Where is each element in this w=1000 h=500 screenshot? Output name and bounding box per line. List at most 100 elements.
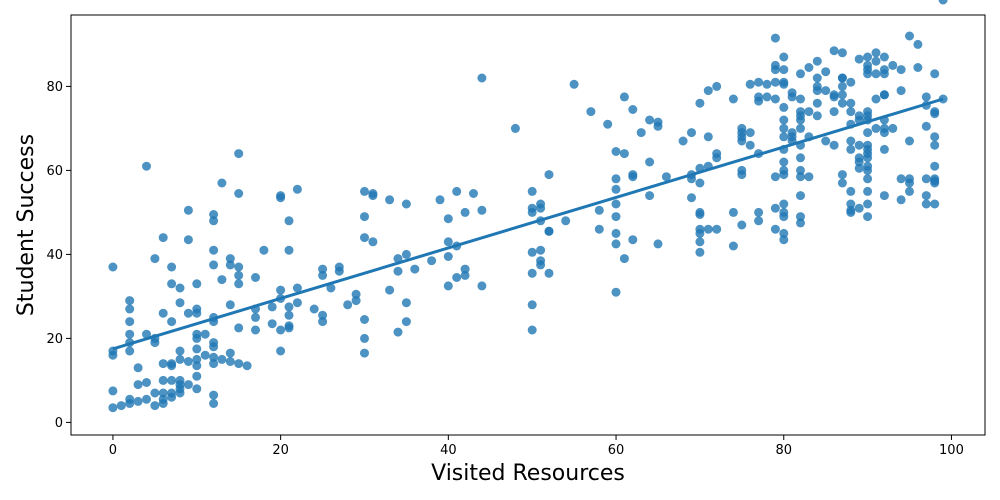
data-point xyxy=(452,186,462,196)
y-tick-label: 60 xyxy=(46,164,63,179)
data-point xyxy=(779,170,789,180)
data-point xyxy=(921,92,931,102)
data-point xyxy=(888,60,898,70)
data-point xyxy=(779,132,789,142)
data-point xyxy=(527,186,537,196)
data-point xyxy=(351,296,361,306)
data-point xyxy=(796,172,805,182)
data-point xyxy=(259,245,269,255)
data-point xyxy=(653,121,663,131)
data-point xyxy=(712,153,722,163)
data-point xyxy=(209,342,219,352)
data-point xyxy=(116,401,126,411)
data-point xyxy=(779,115,789,125)
data-point xyxy=(879,90,889,100)
data-point xyxy=(251,273,260,282)
data-point xyxy=(284,245,294,255)
data-point xyxy=(812,98,822,108)
data-point xyxy=(896,174,906,184)
data-point xyxy=(175,298,185,308)
data-point xyxy=(368,237,378,247)
data-point xyxy=(401,317,411,327)
data-point xyxy=(728,207,738,217)
data-point xyxy=(368,191,378,201)
data-point xyxy=(678,136,688,146)
data-point xyxy=(183,205,193,215)
data-point xyxy=(443,214,453,224)
data-point xyxy=(276,285,286,295)
data-point xyxy=(661,172,671,182)
data-point xyxy=(745,128,755,138)
data-point xyxy=(142,329,151,339)
data-point xyxy=(175,354,185,364)
data-point xyxy=(393,266,403,276)
data-point xyxy=(703,224,713,234)
data-point xyxy=(133,380,143,390)
data-point xyxy=(762,92,772,102)
data-point xyxy=(527,268,537,278)
data-point xyxy=(611,287,621,297)
data-point xyxy=(796,69,805,79)
data-point xyxy=(846,107,856,117)
data-point xyxy=(192,354,202,364)
data-point xyxy=(770,172,780,182)
data-point xyxy=(837,81,847,91)
data-point xyxy=(837,98,847,108)
data-point xyxy=(837,73,847,83)
data-point xyxy=(133,363,143,373)
data-point xyxy=(460,270,470,280)
data-point xyxy=(158,233,168,243)
data-point xyxy=(536,199,546,209)
data-point xyxy=(158,388,168,398)
data-point xyxy=(703,86,713,96)
data-point xyxy=(779,228,789,238)
data-point xyxy=(779,212,789,222)
data-point xyxy=(251,325,260,335)
data-point xyxy=(703,132,713,142)
data-point xyxy=(435,195,445,205)
data-point xyxy=(385,195,395,205)
data-point xyxy=(796,123,805,133)
data-point xyxy=(770,203,780,213)
data-point xyxy=(905,31,914,41)
x-tick-label: 20 xyxy=(272,443,289,458)
data-point xyxy=(318,270,328,280)
data-point xyxy=(804,107,814,117)
data-point xyxy=(175,388,185,398)
data-point xyxy=(770,94,780,104)
regression-line-layer xyxy=(112,97,944,351)
data-point xyxy=(812,73,822,83)
data-point xyxy=(142,394,151,404)
data-point xyxy=(930,109,940,119)
data-point xyxy=(863,165,873,175)
data-point xyxy=(770,33,780,43)
data-point xyxy=(183,357,193,366)
data-point xyxy=(779,157,789,167)
y-tick-label: 0 xyxy=(55,416,63,431)
data-point xyxy=(611,174,621,184)
data-point xyxy=(879,144,889,154)
data-point xyxy=(896,86,906,96)
data-point xyxy=(443,281,453,291)
data-point xyxy=(125,296,135,306)
data-point xyxy=(695,247,705,257)
x-tick-label: 60 xyxy=(608,443,625,458)
data-point xyxy=(737,170,747,180)
data-point xyxy=(879,128,889,138)
data-point xyxy=(896,65,906,75)
data-point xyxy=(804,63,814,72)
data-point xyxy=(762,79,772,89)
data-point xyxy=(846,199,856,209)
data-point xyxy=(863,128,873,138)
data-point xyxy=(401,249,411,259)
data-point xyxy=(150,338,160,348)
data-point xyxy=(276,193,286,203)
data-point xyxy=(510,123,520,133)
data-point xyxy=(527,325,537,335)
data-point xyxy=(695,98,705,108)
data-point xyxy=(536,260,546,270)
data-point xyxy=(846,186,856,196)
data-point xyxy=(846,98,856,108)
data-point xyxy=(695,178,705,188)
data-point xyxy=(309,304,319,314)
